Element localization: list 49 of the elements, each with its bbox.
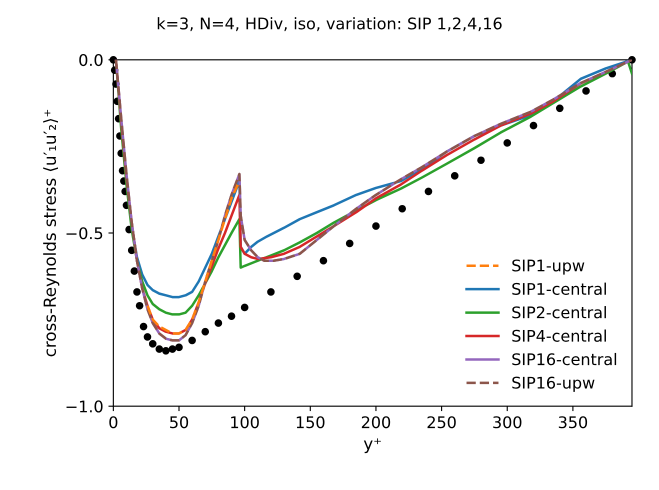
point: [140, 322, 148, 330]
point: [144, 333, 152, 341]
point: [201, 328, 210, 336]
point: [530, 122, 538, 130]
y-tick-label: −0.5: [66, 227, 102, 240]
x-tick-label: 300: [493, 416, 522, 428]
point: [130, 267, 138, 275]
line-series: [146, 180, 241, 335]
point: [372, 222, 380, 230]
legend-label: SIP1-upw: [512, 259, 584, 275]
point: [162, 346, 170, 355]
point: [214, 319, 222, 327]
x-tick-label: 50: [170, 416, 188, 428]
x-tick-label: 200: [362, 416, 390, 428]
legend-label: SIP16-upw: [512, 376, 594, 392]
point: [582, 87, 590, 95]
x-axis-title: y⁺: [364, 438, 381, 454]
x-tick-label: 150: [296, 416, 324, 428]
point: [175, 344, 183, 352]
point: [168, 345, 176, 353]
y-tick-label: −1.0: [66, 400, 103, 413]
point: [477, 156, 485, 164]
point: [156, 345, 164, 353]
x-tick-label: 100: [231, 416, 259, 428]
point: [346, 240, 354, 248]
point: [240, 304, 248, 312]
point: [320, 256, 328, 265]
y-tick-label: 0.0: [79, 54, 103, 66]
chart-title: k=3, N=4, HDiv, iso, variation: SIP 1,2,4,16: [158, 17, 502, 32]
point: [503, 139, 512, 147]
point: [148, 340, 157, 348]
point: [188, 336, 196, 344]
y-axis-title: cross-Reynolds stress ⟨u′₁u′₂⟩⁺: [43, 110, 60, 356]
legend-label: SIP2-central: [512, 306, 606, 318]
x-tick-label: 0: [109, 416, 118, 428]
legend-label: SIP16-central: [512, 352, 616, 366]
point: [133, 288, 141, 296]
point: [136, 302, 144, 310]
legend-label: SIP1-central: [512, 282, 606, 295]
point: [556, 104, 564, 112]
x-tick-label: 250: [428, 416, 456, 428]
legend-label: SIP4-central: [512, 329, 606, 342]
x-tick-label: 350: [558, 416, 588, 428]
point: [228, 312, 236, 320]
point: [450, 172, 459, 180]
point: [267, 288, 275, 296]
point: [398, 204, 406, 213]
point: [293, 272, 301, 280]
point: [424, 188, 432, 196]
